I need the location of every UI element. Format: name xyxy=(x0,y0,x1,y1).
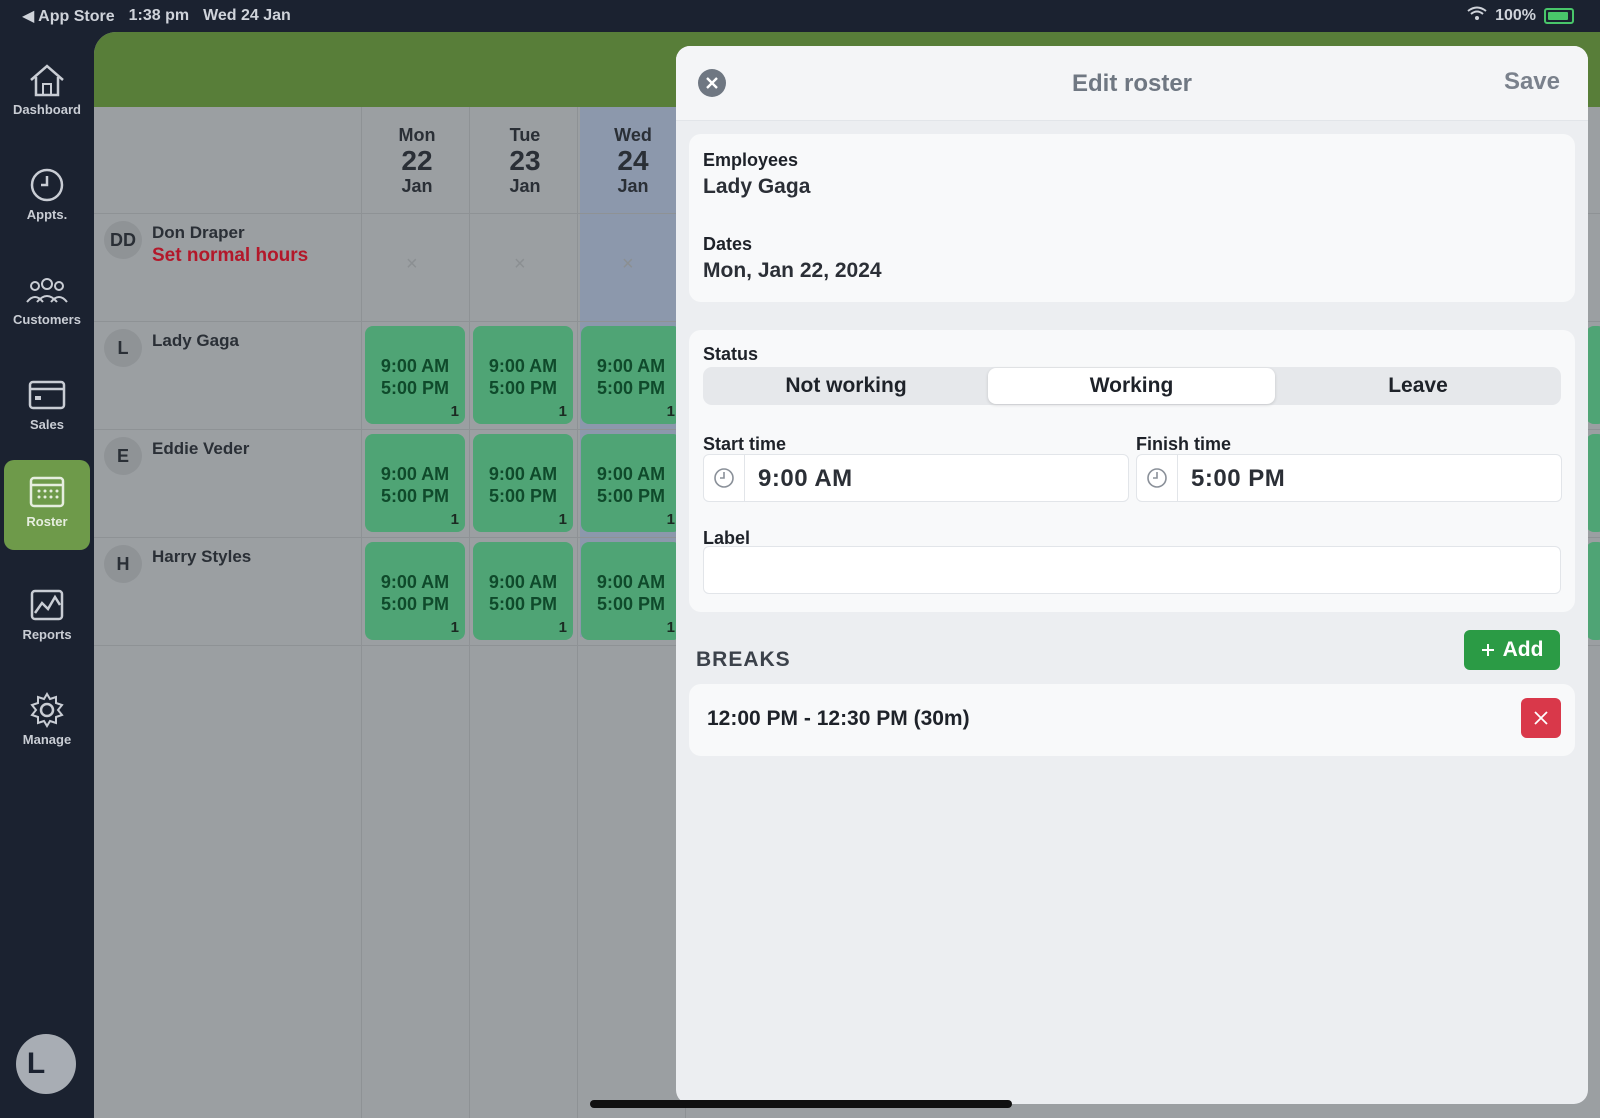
employee-name: Harry Styles xyxy=(152,547,252,566)
break-time-text: 12:00 PM - 12:30 PM (30m) xyxy=(707,707,970,730)
gear-icon xyxy=(30,692,64,728)
shift-block[interactable]: 9:00 AM 5:00 PM 1 xyxy=(365,326,465,424)
day-header-mon: Mon 22 Jan xyxy=(398,125,436,196)
shift-block[interactable]: 9:00 AM 5:00 PM 1 xyxy=(581,326,681,424)
save-button[interactable]: Save xyxy=(1503,68,1560,95)
sidebar-item-reports[interactable]: Reports xyxy=(4,573,90,663)
sidebar-item-label: Appts. xyxy=(26,207,68,222)
employees-value[interactable]: Lady Gaga xyxy=(703,175,811,198)
empty-shift-mark[interactable]: × xyxy=(622,253,634,275)
sidebar-item-label: Customers xyxy=(13,312,81,327)
finish-time-field[interactable]: 5:00 PM xyxy=(1136,454,1562,502)
sidebar-item-label: Roster xyxy=(26,514,68,529)
shift-block[interactable]: 9:00 AM 5:00 PM 1 xyxy=(473,326,573,424)
employee-avatar: H xyxy=(104,545,142,583)
sidebar-item-manage[interactable]: Manage xyxy=(4,678,90,768)
sidebar-item-sales[interactable]: Sales xyxy=(4,363,90,453)
shift-block[interactable] xyxy=(1586,542,1600,640)
label-field-label: Label xyxy=(703,528,751,548)
sidebar-item-label: Reports xyxy=(22,627,72,642)
employee-avatar: E xyxy=(104,437,142,475)
shift-block[interactable]: 9:00 AM 5:00 PM 1 xyxy=(581,542,681,640)
edit-roster-panel: Edit roster Save Employees Lady Gaga Dat… xyxy=(676,46,1588,1104)
break-row[interactable]: 12:00 PM - 12:30 PM (30m) xyxy=(689,684,1575,756)
status-label: Status xyxy=(703,344,759,364)
card-icon xyxy=(28,380,66,410)
status-card: Status Not working Working Leave Start t… xyxy=(689,330,1575,612)
shift-block[interactable] xyxy=(1586,326,1600,424)
battery-icon xyxy=(1544,7,1574,24)
sidebar-item-label: Manage xyxy=(22,732,72,747)
start-time-value: 9:00 AM xyxy=(758,465,853,492)
dates-label: Dates xyxy=(703,234,753,254)
sidebar-item-label: Sales xyxy=(30,417,64,432)
status-bar: ◀ App Store 1:38 pm Wed 24 Jan 100% xyxy=(0,0,1600,32)
employee-avatar: DD xyxy=(104,221,142,259)
shift-block[interactable]: 9:00 AM 5:00 PM 1 xyxy=(365,434,465,532)
status-segmented-control: Not working Working Leave xyxy=(703,367,1561,405)
home-icon xyxy=(30,64,64,97)
breaks-heading: BREAKS xyxy=(696,648,791,671)
clock-icon xyxy=(714,468,734,488)
shift-block[interactable]: 9:00 AM 5:00 PM 1 xyxy=(473,434,573,532)
close-icon xyxy=(1534,711,1548,725)
panel-header: Edit roster Save xyxy=(676,46,1588,121)
finish-time-value: 5:00 PM xyxy=(1191,465,1286,492)
panel-title: Edit roster xyxy=(1071,70,1193,97)
status-date: Wed 24 Jan xyxy=(203,7,291,24)
status-option-leave[interactable]: Leave xyxy=(1388,374,1448,397)
shift-block[interactable]: 9:00 AM 5:00 PM 1 xyxy=(473,542,573,640)
sidebar-item-dashboard[interactable]: Dashboard xyxy=(4,48,90,138)
dates-value[interactable]: Mon, Jan 22, 2024 xyxy=(703,259,882,282)
sidebar-item-roster[interactable]: Roster xyxy=(4,460,90,550)
shift-block[interactable]: 9:00 AM 5:00 PM 1 xyxy=(581,434,681,532)
calendar-icon xyxy=(29,476,65,508)
start-time-label: Start time xyxy=(703,434,787,454)
finish-time-label: Finish time xyxy=(1136,434,1232,454)
employees-dates-card: Employees Lady Gaga Dates Mon, Jan 22, 2… xyxy=(689,134,1575,302)
empty-shift-mark[interactable]: × xyxy=(406,253,418,275)
sidebar-item-label: Dashboard xyxy=(13,102,81,117)
wifi-icon xyxy=(1467,6,1487,25)
day-header-wed: Wed 24 Jan xyxy=(614,125,652,196)
close-icon xyxy=(706,77,718,89)
home-indicator[interactable] xyxy=(590,1100,1012,1108)
delete-break-button[interactable] xyxy=(1521,698,1561,738)
employee-name: Lady Gaga xyxy=(152,331,239,350)
sidebar: Dashboard Appts. Customers Sales Roster … xyxy=(0,32,94,1118)
start-time-field[interactable]: 9:00 AM xyxy=(703,454,1129,502)
set-normal-hours-link[interactable]: Set normal hours xyxy=(152,245,309,266)
employee-name: Eddie Veder xyxy=(152,439,250,458)
clock-icon xyxy=(30,168,64,202)
close-button[interactable] xyxy=(698,69,726,97)
battery-percent: 100% xyxy=(1495,6,1536,24)
add-break-label: Add xyxy=(1502,638,1544,661)
employees-label: Employees xyxy=(703,150,799,170)
people-icon xyxy=(26,278,68,303)
back-to-app-link[interactable]: ◀ App Store xyxy=(22,8,115,25)
employee-avatar: L xyxy=(104,329,142,367)
status-time: 1:38 pm xyxy=(128,7,190,24)
add-break-button[interactable]: Add xyxy=(1464,630,1560,670)
employee-name: Don Draper xyxy=(152,223,245,242)
sidebar-item-appts[interactable]: Appts. xyxy=(4,153,90,243)
clock-icon xyxy=(1147,468,1167,488)
label-input[interactable] xyxy=(703,546,1561,594)
shift-block[interactable] xyxy=(1586,434,1600,532)
user-avatar[interactable]: L xyxy=(16,1034,76,1094)
day-header-tue: Tue 23 Jan xyxy=(509,125,541,196)
empty-shift-mark[interactable]: × xyxy=(514,253,526,275)
plus-icon xyxy=(1481,644,1494,656)
status-option-working[interactable]: Working xyxy=(988,368,1275,404)
sidebar-item-customers[interactable]: Customers xyxy=(4,258,90,348)
shift-block[interactable]: 9:00 AM 5:00 PM 1 xyxy=(365,542,465,640)
chart-icon xyxy=(30,589,64,621)
status-option-not-working[interactable]: Not working xyxy=(785,374,907,397)
